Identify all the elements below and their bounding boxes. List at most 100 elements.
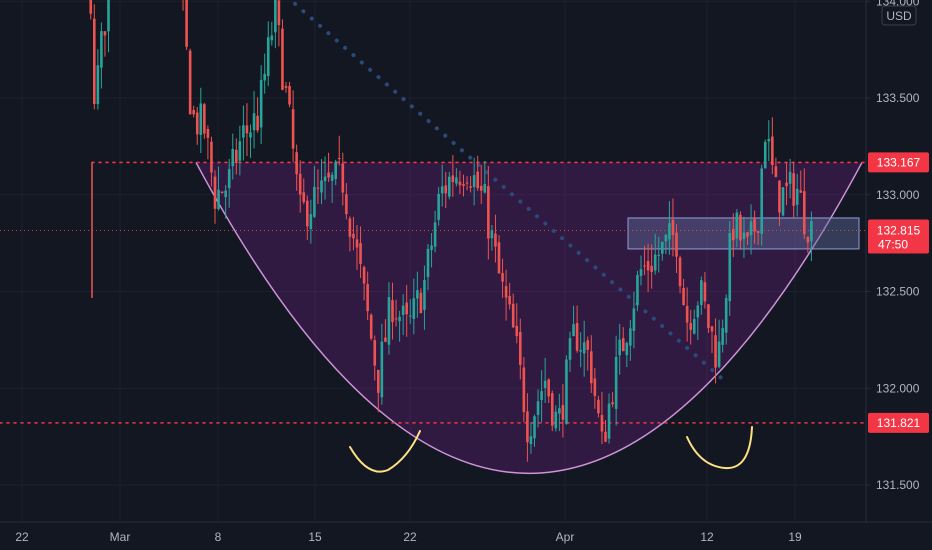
time-tick-label: Mar (110, 530, 131, 544)
candle-body (330, 174, 334, 181)
candle-body (341, 163, 345, 193)
candle-body (465, 182, 469, 184)
candle-body (795, 188, 799, 205)
candle-body (274, 0, 277, 33)
candle-body (579, 350, 582, 352)
candle-body (508, 295, 511, 305)
candle-body (675, 232, 678, 257)
candle-body (629, 328, 632, 346)
candle-body (668, 223, 671, 240)
candle-body (320, 180, 323, 193)
candle-body (345, 194, 348, 215)
last-price-badge (868, 219, 929, 254)
candle-body (302, 192, 306, 202)
candle-body (763, 141, 767, 169)
horizontal-levels (0, 161, 867, 424)
candle-body (419, 292, 423, 313)
candle-body (746, 232, 749, 237)
candle-body (739, 214, 742, 241)
candle-body (714, 335, 717, 368)
candle-body (405, 302, 408, 315)
candle-body (611, 402, 614, 405)
candle-body (100, 31, 103, 68)
level-badge (868, 152, 929, 173)
candle-body (810, 221, 813, 242)
candle-body (487, 185, 490, 239)
candle-body (785, 182, 788, 187)
price-tick-label: 133.500 (876, 91, 920, 105)
candle-body (235, 149, 238, 163)
candle-body (803, 191, 806, 235)
candle-body (792, 173, 795, 206)
candle-body (238, 141, 242, 161)
candle-body (590, 351, 593, 384)
time-tick-label: 15 (308, 530, 322, 544)
candle-body (707, 304, 710, 328)
candle-body (316, 187, 320, 189)
candle-body (185, 0, 188, 47)
level-badge (868, 412, 929, 433)
candle-body (671, 219, 675, 236)
time-tick-label: Apr (556, 530, 575, 544)
candle-body (593, 378, 597, 396)
candle-body (355, 239, 359, 248)
candle-body (231, 148, 235, 167)
candle-body (614, 356, 618, 409)
candle-body (359, 243, 362, 264)
candle-body (203, 104, 206, 134)
candle-body (433, 222, 437, 247)
candle-body (451, 175, 455, 182)
candle-body (423, 280, 426, 310)
candle-body (650, 265, 653, 272)
candle-body (188, 50, 192, 115)
currency-label: USD (886, 9, 912, 23)
candle-body (245, 125, 249, 134)
candle-body (394, 318, 398, 320)
candle-body (572, 324, 575, 337)
candle-body (107, 0, 110, 32)
candle-body (437, 193, 440, 220)
candle-body (621, 338, 625, 352)
candle-body (252, 113, 256, 131)
candle-body (519, 331, 522, 365)
candle-body (721, 328, 724, 345)
candle-body (533, 416, 536, 439)
candle-body (369, 314, 373, 339)
candle-body (639, 269, 643, 276)
candle-body (288, 85, 291, 105)
time-axis[interactable]: 22 Mar 8 15 22 Apr 12 19 (0, 521, 932, 550)
level-badge-label: 133.167 (877, 155, 921, 169)
candle-body (717, 341, 721, 367)
candle-body (724, 297, 728, 333)
candle-body (430, 245, 433, 250)
candle-body (199, 103, 203, 136)
candle-body (377, 369, 380, 393)
candle-body (497, 242, 501, 274)
candle-body (412, 298, 416, 319)
candle-body (387, 297, 391, 345)
candle-body (327, 172, 330, 178)
candle-body (536, 401, 540, 415)
price-axis[interactable]: 131.500 132.000 132.500 133.000 133.500 134.0… (865, 0, 932, 550)
candle-body (242, 125, 245, 138)
candle-body (749, 221, 753, 236)
candle-body (806, 236, 810, 243)
candle-body (472, 175, 476, 188)
candle-body (462, 183, 465, 186)
candle-body (306, 200, 309, 227)
candle-body (682, 288, 685, 306)
candle-body (597, 399, 600, 414)
candle-body (657, 254, 661, 256)
candle-body (373, 340, 377, 366)
candle-body (586, 340, 590, 350)
candle-body (323, 176, 327, 182)
candle-body (550, 393, 554, 426)
candle-body (426, 248, 430, 278)
candle-body (227, 169, 231, 188)
candle-body (604, 431, 607, 442)
candle-body (618, 339, 621, 356)
candle-body (281, 28, 284, 90)
candle-body (490, 230, 494, 239)
time-tick-label: 22 (403, 530, 417, 544)
